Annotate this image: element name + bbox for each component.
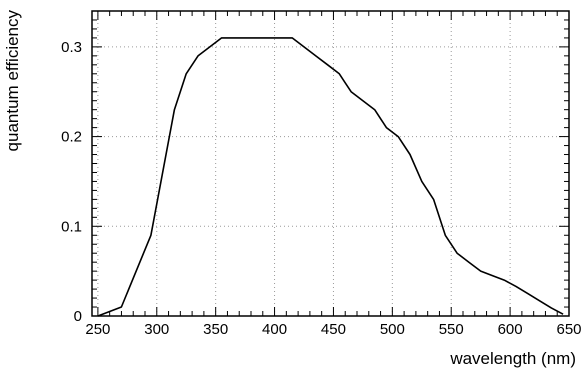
- x-axis-title: wavelength (nm): [449, 349, 576, 368]
- x-tick-label: 600: [498, 321, 523, 338]
- tick-labels: 250 300 350 400 450 500 550 600 650 0 0.1 0.2 0.3: [61, 39, 581, 338]
- y-tick-label: 0.2: [61, 129, 82, 146]
- x-tick-label: 550: [439, 321, 464, 338]
- y-tick-label: 0.3: [61, 39, 82, 56]
- grid: [92, 11, 569, 316]
- quantum-efficiency-curve: [97, 37, 564, 317]
- x-tick-label: 250: [85, 321, 110, 338]
- y-axis-title: quantum efficiency: [3, 10, 22, 152]
- y-tick-label: 0.1: [61, 218, 82, 235]
- x-tick-label: 300: [144, 321, 169, 338]
- x-tick-label: 350: [203, 321, 228, 338]
- plot-series: [97, 37, 564, 317]
- x-tick-label: 500: [380, 321, 405, 338]
- x-tick-label: 650: [556, 321, 581, 338]
- y-tick-label: 0: [74, 308, 82, 325]
- x-tick-label: 400: [262, 321, 287, 338]
- axis-ticks: [92, 11, 570, 317]
- x-tick-label: 450: [321, 321, 346, 338]
